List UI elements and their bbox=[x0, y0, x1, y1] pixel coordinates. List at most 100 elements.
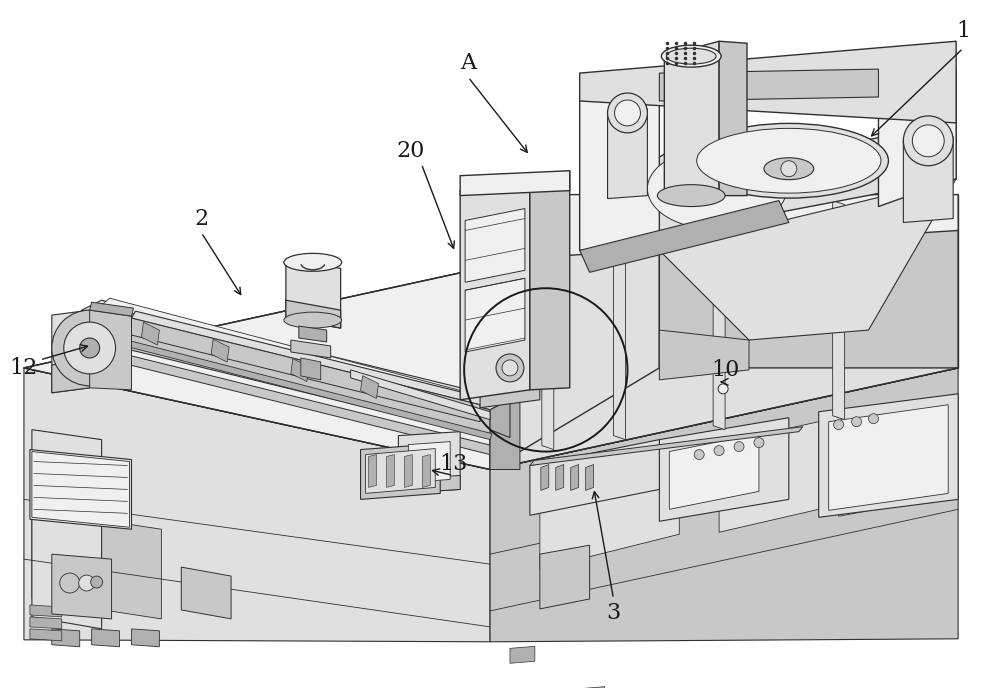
Polygon shape bbox=[878, 69, 956, 207]
Ellipse shape bbox=[284, 254, 342, 271]
Polygon shape bbox=[571, 464, 579, 491]
Polygon shape bbox=[713, 211, 725, 430]
Polygon shape bbox=[540, 545, 590, 609]
Polygon shape bbox=[719, 422, 819, 532]
Polygon shape bbox=[580, 200, 789, 272]
Polygon shape bbox=[819, 394, 958, 517]
Polygon shape bbox=[580, 123, 956, 250]
Polygon shape bbox=[465, 209, 525, 282]
Polygon shape bbox=[52, 629, 80, 647]
Circle shape bbox=[80, 338, 100, 358]
Polygon shape bbox=[404, 455, 412, 487]
Polygon shape bbox=[181, 567, 231, 619]
Ellipse shape bbox=[657, 185, 725, 207]
Polygon shape bbox=[460, 171, 570, 196]
Polygon shape bbox=[530, 426, 803, 466]
Polygon shape bbox=[580, 687, 605, 689]
Polygon shape bbox=[580, 73, 659, 250]
Text: 1: 1 bbox=[956, 20, 970, 42]
Circle shape bbox=[52, 310, 128, 386]
Polygon shape bbox=[291, 340, 331, 358]
Text: 13: 13 bbox=[439, 453, 467, 475]
Polygon shape bbox=[301, 358, 321, 380]
Polygon shape bbox=[299, 326, 327, 342]
Polygon shape bbox=[408, 442, 450, 482]
Polygon shape bbox=[62, 341, 500, 455]
Polygon shape bbox=[490, 194, 958, 260]
Polygon shape bbox=[24, 368, 490, 641]
Circle shape bbox=[903, 116, 953, 166]
Polygon shape bbox=[586, 464, 594, 491]
Polygon shape bbox=[490, 260, 520, 469]
Circle shape bbox=[502, 360, 518, 376]
Circle shape bbox=[714, 446, 724, 455]
Polygon shape bbox=[141, 322, 159, 345]
Polygon shape bbox=[131, 311, 484, 404]
Polygon shape bbox=[30, 450, 131, 529]
Polygon shape bbox=[659, 330, 749, 380]
Polygon shape bbox=[102, 298, 488, 404]
Polygon shape bbox=[286, 260, 341, 328]
Polygon shape bbox=[131, 629, 159, 647]
Ellipse shape bbox=[284, 312, 342, 328]
Polygon shape bbox=[833, 200, 845, 420]
Circle shape bbox=[834, 420, 844, 430]
Polygon shape bbox=[351, 370, 490, 420]
Polygon shape bbox=[422, 455, 430, 487]
Polygon shape bbox=[608, 109, 647, 198]
Polygon shape bbox=[465, 278, 525, 352]
Polygon shape bbox=[24, 267, 958, 469]
Polygon shape bbox=[490, 368, 958, 641]
Polygon shape bbox=[291, 358, 309, 382]
Circle shape bbox=[91, 576, 103, 588]
Text: 10: 10 bbox=[711, 359, 739, 381]
Circle shape bbox=[754, 438, 764, 448]
Polygon shape bbox=[398, 475, 460, 493]
Polygon shape bbox=[530, 440, 659, 515]
Text: A: A bbox=[460, 52, 476, 74]
Circle shape bbox=[608, 93, 647, 133]
Polygon shape bbox=[52, 310, 90, 393]
Polygon shape bbox=[490, 194, 958, 469]
Polygon shape bbox=[664, 41, 719, 200]
Ellipse shape bbox=[666, 48, 716, 64]
Polygon shape bbox=[614, 225, 625, 440]
Ellipse shape bbox=[640, 141, 794, 236]
Polygon shape bbox=[398, 431, 460, 493]
Polygon shape bbox=[541, 464, 549, 491]
Polygon shape bbox=[659, 194, 958, 368]
Polygon shape bbox=[659, 69, 878, 101]
Polygon shape bbox=[490, 400, 510, 438]
Circle shape bbox=[852, 417, 862, 426]
Polygon shape bbox=[669, 433, 759, 509]
Circle shape bbox=[60, 573, 80, 593]
Polygon shape bbox=[102, 334, 492, 440]
Circle shape bbox=[615, 100, 640, 126]
Polygon shape bbox=[82, 300, 510, 410]
Circle shape bbox=[734, 442, 744, 451]
Polygon shape bbox=[82, 310, 490, 438]
Text: 20: 20 bbox=[396, 140, 425, 162]
Polygon shape bbox=[530, 171, 570, 390]
Polygon shape bbox=[52, 554, 112, 619]
Polygon shape bbox=[32, 451, 129, 527]
Polygon shape bbox=[719, 41, 747, 196]
Polygon shape bbox=[556, 464, 564, 491]
Polygon shape bbox=[361, 376, 378, 398]
Polygon shape bbox=[90, 302, 133, 316]
Polygon shape bbox=[386, 455, 394, 487]
Circle shape bbox=[64, 322, 116, 374]
Polygon shape bbox=[903, 137, 953, 223]
Polygon shape bbox=[490, 225, 659, 469]
Polygon shape bbox=[52, 360, 90, 393]
Text: 2: 2 bbox=[194, 207, 208, 229]
Polygon shape bbox=[510, 646, 535, 664]
Polygon shape bbox=[366, 449, 435, 493]
Ellipse shape bbox=[661, 45, 721, 67]
Polygon shape bbox=[829, 404, 948, 511]
Polygon shape bbox=[361, 444, 440, 500]
Polygon shape bbox=[30, 605, 62, 617]
Ellipse shape bbox=[764, 158, 814, 180]
Polygon shape bbox=[286, 300, 341, 328]
Polygon shape bbox=[839, 410, 938, 516]
